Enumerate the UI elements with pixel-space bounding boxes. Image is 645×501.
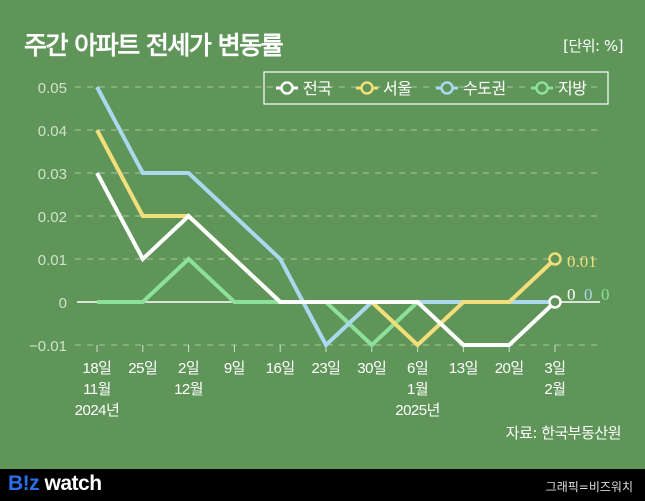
legend-item-2: 수도권	[436, 80, 506, 98]
x-tick-label: 13일	[449, 360, 478, 377]
x-tick-label: 9일	[224, 360, 245, 377]
end-labels: 0.010 0 0	[567, 252, 610, 304]
unit-label: [단위: %]	[563, 37, 623, 55]
svg-text:수도권: 수도권	[463, 80, 506, 98]
y-tick-label: 0.03	[38, 166, 67, 183]
y-tick-label: 0.01	[38, 252, 67, 269]
y-tick-label: 0.02	[38, 209, 67, 226]
x-tick-label: 20일	[495, 360, 524, 377]
y-axis-ticks: 0.05 0.04 0.03 0.02 0.01 0 −0.01	[29, 80, 67, 355]
x-axis-ticks: 18일 11월 2024년 25일 2일 12월 9일 16일 23일 30일 6일 1월 2025년 1…	[75, 345, 566, 419]
x-tick-label: 2025년	[395, 402, 440, 419]
series-line-0	[95, 172, 557, 347]
svg-text:서울: 서울	[383, 80, 411, 98]
svg-text:지방: 지방	[558, 80, 587, 98]
national-end-label: 0	[567, 285, 576, 304]
x-tick-label: 2월	[544, 381, 565, 398]
y-tick-label: −0.01	[29, 338, 67, 355]
y-tick-label: 0.05	[38, 80, 67, 97]
legend: 전국 서울 수도권 지방	[263, 71, 609, 105]
x-tick-label: 1월	[407, 381, 428, 398]
x-tick-label: 2024년	[75, 402, 120, 419]
y-tick-label: 0	[59, 295, 67, 312]
x-tick-label: 2일	[178, 360, 199, 377]
footer-bar: B!z watch 그래픽=비즈워치	[0, 469, 645, 501]
x-tick-label: 23일	[312, 360, 341, 377]
legend-item-0: 전국	[276, 80, 332, 98]
legend-item-1: 서울	[356, 80, 412, 98]
capital-end-label: 0	[584, 285, 593, 304]
x-tick-label: 11월	[83, 381, 111, 398]
x-tick-label: 16일	[266, 360, 295, 377]
graphic-credit: 그래픽=비즈워치	[545, 480, 633, 494]
regional-end-label: 0	[601, 285, 610, 304]
series-lines	[95, 86, 562, 349]
svg-text:전국: 전국	[303, 80, 331, 98]
chart-title: 주간 아파트 전세가 변동률	[24, 31, 284, 60]
end-marker	[548, 252, 562, 266]
legend-item-3: 지방	[531, 80, 588, 98]
x-tick-label: 12월	[174, 381, 203, 398]
x-tick-label: 6일	[407, 360, 428, 377]
bizwatch-logo: B!z watch	[8, 472, 102, 495]
source-note: 자료: 한국부동산원	[505, 424, 622, 442]
seoul-end-label: 0.01	[567, 252, 597, 271]
x-tick-label: 18일	[83, 360, 112, 377]
x-tick-label: 30일	[357, 360, 386, 377]
x-tick-label: 25일	[128, 360, 157, 377]
x-tick-label: 3일	[544, 360, 565, 377]
line-chart: 0.050.040.030.020.010−0.01 18일11월2024년25…	[29, 71, 610, 419]
end-marker	[548, 295, 562, 309]
y-tick-label: 0.04	[38, 123, 67, 140]
